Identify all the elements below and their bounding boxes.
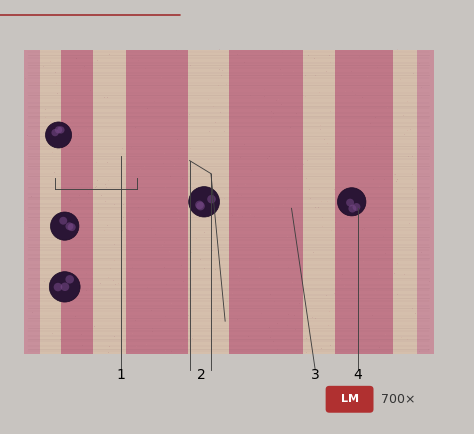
Ellipse shape — [49, 272, 80, 302]
Ellipse shape — [55, 126, 62, 134]
Ellipse shape — [65, 275, 74, 283]
Ellipse shape — [196, 202, 205, 210]
Bar — [126, 50, 188, 354]
Ellipse shape — [348, 205, 356, 213]
Text: 1: 1 — [117, 368, 125, 382]
Text: 4: 4 — [354, 368, 362, 382]
Ellipse shape — [337, 188, 366, 216]
Bar — [335, 50, 392, 354]
Ellipse shape — [65, 222, 73, 230]
Bar — [61, 50, 93, 354]
Bar — [24, 50, 434, 354]
Text: 2: 2 — [197, 368, 206, 382]
Ellipse shape — [189, 187, 219, 217]
Text: LM: LM — [341, 394, 358, 404]
Bar — [302, 50, 335, 354]
Ellipse shape — [51, 212, 79, 240]
Ellipse shape — [195, 201, 204, 209]
Bar — [40, 50, 61, 354]
Ellipse shape — [353, 203, 360, 211]
Ellipse shape — [68, 223, 76, 231]
Ellipse shape — [346, 199, 354, 207]
Ellipse shape — [57, 126, 64, 134]
Text: 700×: 700× — [381, 393, 415, 406]
Ellipse shape — [51, 129, 59, 136]
Ellipse shape — [59, 217, 67, 225]
Bar — [188, 50, 228, 354]
Bar — [93, 50, 126, 354]
Bar — [392, 50, 417, 354]
Ellipse shape — [54, 283, 62, 291]
Ellipse shape — [46, 122, 72, 148]
Ellipse shape — [207, 195, 216, 204]
Ellipse shape — [61, 283, 69, 291]
Bar — [228, 50, 302, 354]
Text: 3: 3 — [311, 368, 319, 382]
FancyBboxPatch shape — [326, 386, 374, 413]
